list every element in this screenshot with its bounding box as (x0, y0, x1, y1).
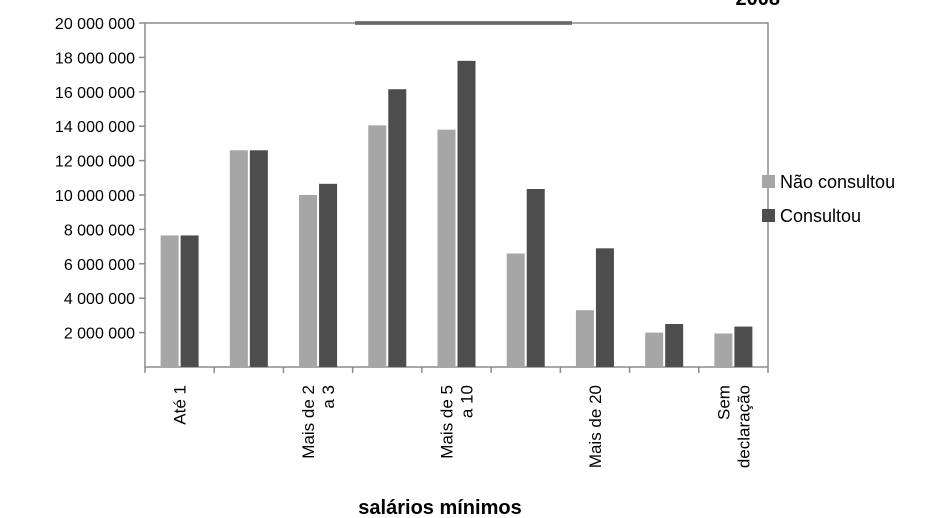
legend: Não consultou Consultou (762, 172, 895, 226)
y-tick-label: 8 000 000 (64, 222, 135, 239)
x-category-label: Sem (714, 385, 733, 420)
y-tick-label: 6 000 000 (64, 257, 135, 274)
y-tick-label: 16 000 000 (55, 85, 135, 102)
bar-consultou (457, 60, 476, 368)
bar-consultou (734, 326, 753, 367)
bar-nao-consultou (368, 125, 387, 367)
bar-nao-consultou (160, 235, 179, 367)
chart-title-fragment: 2008 (736, 0, 781, 10)
x-category-label: Até 1 (171, 385, 190, 425)
bar-nao-consultou (229, 150, 248, 367)
y-tick-label: 4 000 000 (64, 291, 135, 308)
x-category-label: Mais de 2 (299, 385, 318, 459)
x-category-label: Mais de 5 (438, 385, 457, 459)
bar-consultou (180, 235, 199, 367)
y-tick-label: 12 000 000 (55, 154, 135, 171)
bar-nao-consultou (437, 129, 456, 367)
legend-swatch (762, 175, 775, 188)
bar-consultou (388, 89, 407, 367)
y-tick-label: 20 000 000 (55, 16, 135, 33)
bar-consultou (595, 248, 614, 367)
legend-label: Consultou (780, 206, 861, 226)
bar-nao-consultou (645, 332, 664, 367)
plot-area (144, 22, 769, 368)
bar-consultou (249, 150, 268, 367)
y-tick-label: 14 000 000 (55, 119, 135, 136)
y-axis: 2 000 000 4 000 000 6 000 000 8 000 000 10 0… (55, 16, 145, 343)
bar-consultou (665, 324, 684, 367)
x-category-label: Mais de 20 (586, 385, 605, 468)
bar-consultou (526, 188, 545, 367)
x-category-label: a 10 (458, 385, 477, 418)
bar-nao-consultou (714, 333, 733, 367)
legend-label: Não consultou (780, 172, 895, 192)
y-tick-label: 18 000 000 (55, 50, 135, 67)
y-tick-label: 2 000 000 (64, 326, 135, 343)
bar-nao-consultou (575, 310, 594, 367)
legend-swatch (762, 209, 775, 222)
bar-nao-consultou (299, 195, 318, 367)
bar-nao-consultou (506, 253, 525, 367)
x-category-label: declaração (734, 385, 753, 468)
bar-consultou (319, 183, 338, 367)
x-axis-label: salários mínimos (358, 497, 521, 518)
x-category-label: a 3 (319, 385, 338, 409)
y-tick-label: 10 000 000 (55, 188, 135, 205)
